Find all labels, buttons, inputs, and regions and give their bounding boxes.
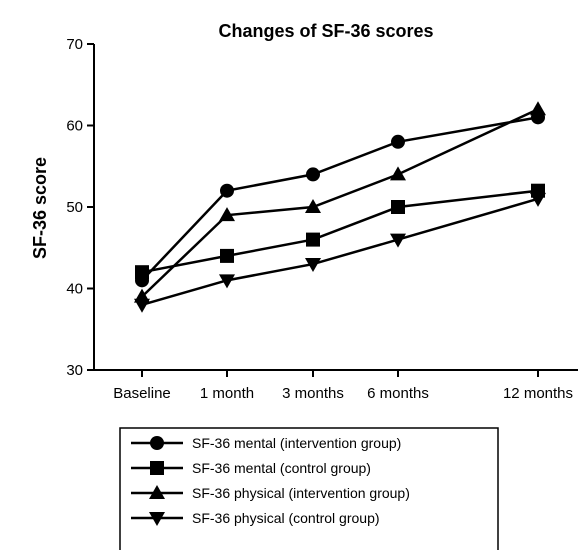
y-tick-label: 70 <box>66 36 83 53</box>
legend-label: SF-36 mental (intervention group) <box>192 435 401 451</box>
axes: 30 40 50 60 70 Baseline 1 month 3 months 6 month… <box>66 36 578 402</box>
data-point <box>220 183 234 198</box>
series-line <box>141 189 539 274</box>
legend-marker <box>149 485 165 499</box>
data-point <box>391 200 405 214</box>
legend-label: SF-36 physical (intervention group) <box>192 485 410 501</box>
x-tick-label: 3 months <box>282 385 344 402</box>
data-point <box>530 101 546 116</box>
data-point <box>305 258 321 273</box>
data-point <box>134 298 150 313</box>
data-point <box>135 265 149 280</box>
legend-box <box>119 427 499 550</box>
legend-label: SF-36 physical (control group) <box>192 510 380 526</box>
data-point <box>306 167 320 182</box>
legend-marker <box>150 436 164 450</box>
legend-marker <box>149 512 165 526</box>
data-point <box>390 166 406 181</box>
data-point <box>219 274 235 289</box>
series-layer <box>134 101 546 313</box>
y-tick-label: 30 <box>66 362 83 379</box>
chart-title: Changes of SF-36 scores <box>218 21 433 41</box>
legend-marker <box>150 461 164 475</box>
y-tick-label: 60 <box>66 118 83 135</box>
series-2 <box>135 183 545 280</box>
legend: SF-36 mental (intervention group) SF-36 m… <box>119 427 499 550</box>
x-tick-label: 1 month <box>200 385 254 402</box>
series-line <box>141 108 539 298</box>
x-tick-label: 12 months <box>503 385 573 402</box>
y-tick-label: 50 <box>66 199 83 216</box>
x-tick-label: 6 months <box>367 385 429 402</box>
data-point <box>306 232 320 247</box>
y-axis-label: SF-36 score <box>30 157 50 259</box>
data-point <box>391 134 405 149</box>
series-3 <box>134 101 546 303</box>
x-tick-label: Baseline <box>113 385 171 402</box>
data-point <box>220 248 234 263</box>
data-point <box>305 199 321 213</box>
data-point <box>219 207 235 222</box>
legend-label: SF-36 mental (control group) <box>192 460 371 476</box>
series-4 <box>134 192 546 313</box>
data-point <box>390 233 406 248</box>
y-tick-label: 40 <box>66 281 83 298</box>
series-line <box>141 197 539 307</box>
data-point <box>530 192 546 207</box>
